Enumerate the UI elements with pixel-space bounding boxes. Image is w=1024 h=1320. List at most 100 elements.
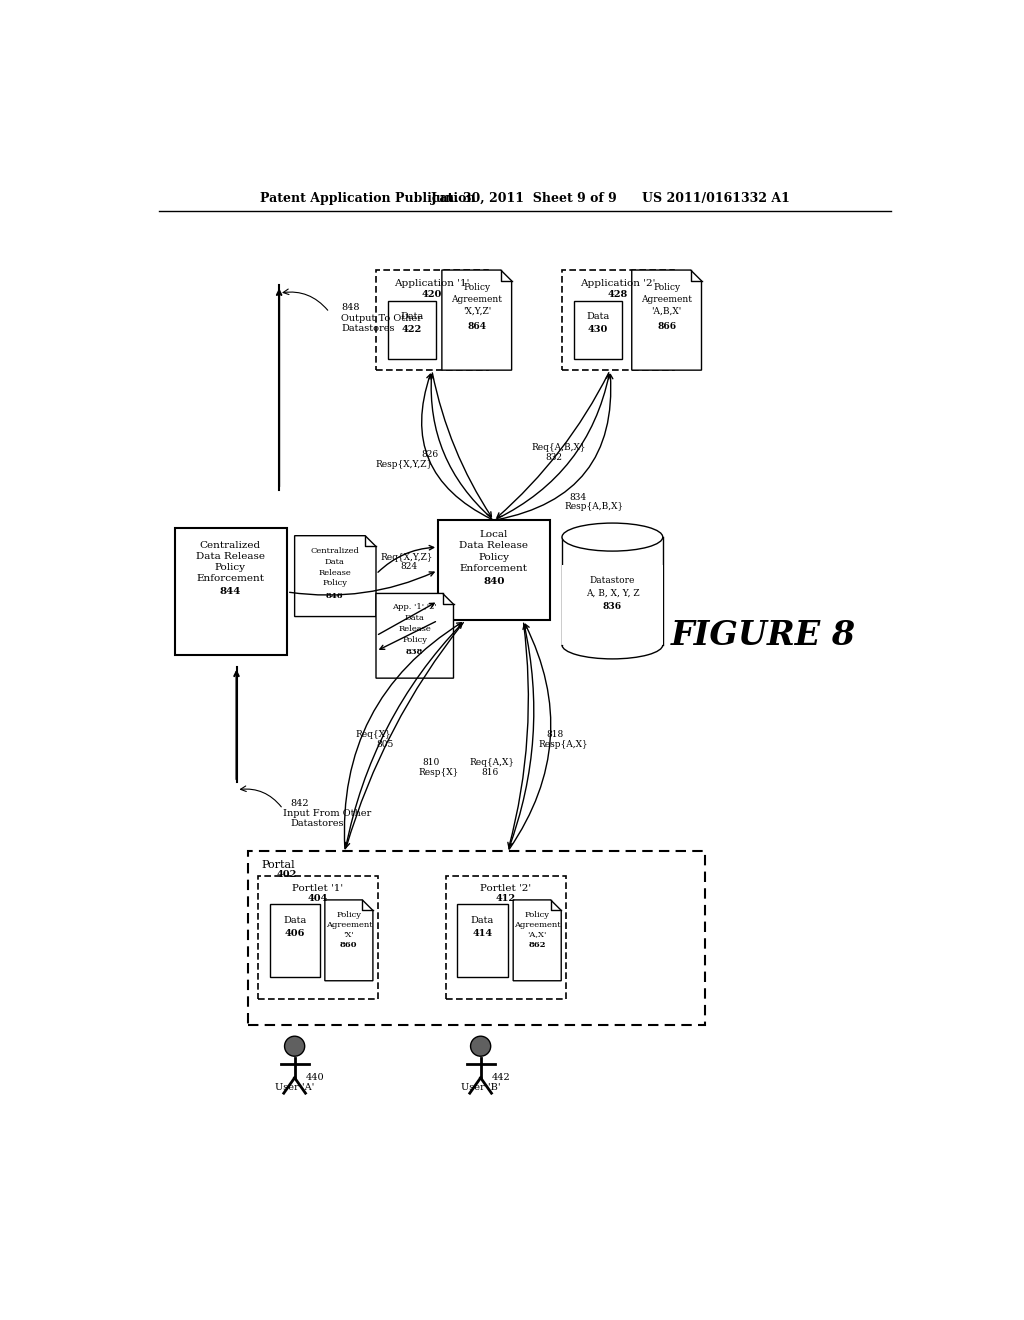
Text: Data: Data (404, 614, 425, 622)
Bar (562, 565, 663, 645)
Ellipse shape (562, 523, 663, 552)
Text: 832: 832 (545, 453, 562, 462)
Text: 430: 430 (588, 325, 608, 334)
Text: Enforcement: Enforcement (460, 565, 527, 573)
Text: 816: 816 (481, 768, 499, 777)
Text: Patent Application Publication: Patent Application Publication (260, 191, 475, 205)
Text: Agreement: Agreement (514, 920, 560, 928)
Bar (562, 271, 675, 370)
Text: Policy: Policy (463, 284, 490, 292)
Text: Portlet '2': Portlet '2' (480, 884, 531, 892)
Text: Application '2': Application '2' (581, 279, 655, 288)
Text: Resp{X,Y,Z}: Resp{X,Y,Z} (376, 459, 432, 469)
Text: 440: 440 (306, 1073, 325, 1081)
Text: 406: 406 (285, 929, 305, 939)
Text: Resp{X}: Resp{X} (419, 768, 459, 777)
Text: 838: 838 (406, 648, 424, 656)
Text: Policy: Policy (478, 553, 509, 562)
Text: Agreement: Agreement (641, 294, 692, 304)
Text: Policy: Policy (336, 911, 361, 919)
Text: Portal: Portal (261, 861, 295, 870)
Text: 818: 818 (547, 730, 564, 739)
Bar (258, 876, 378, 999)
Text: 846: 846 (326, 591, 344, 599)
Bar (388, 301, 435, 359)
Text: 834: 834 (569, 492, 587, 502)
Text: Data: Data (471, 916, 494, 925)
Bar (445, 876, 566, 999)
Text: 414: 414 (472, 929, 493, 939)
Text: 404: 404 (307, 894, 328, 903)
Text: Jun. 30, 2011  Sheet 9 of 9: Jun. 30, 2011 Sheet 9 of 9 (431, 191, 618, 205)
Polygon shape (513, 900, 561, 981)
Bar (438, 520, 550, 620)
Text: 428: 428 (607, 290, 628, 300)
Text: Local: Local (479, 529, 508, 539)
Text: 'X': 'X' (343, 931, 354, 939)
Text: Resp{A,X}: Resp{A,X} (539, 741, 589, 748)
Text: User 'B': User 'B' (461, 1084, 501, 1092)
Bar (458, 904, 508, 977)
Text: Data: Data (586, 312, 609, 321)
Text: Agreement: Agreement (452, 294, 502, 304)
Text: Data: Data (400, 312, 423, 321)
Text: Req{X,Y,Z}: Req{X,Y,Z} (381, 553, 433, 562)
Bar (270, 904, 321, 977)
Text: Centralized: Centralized (310, 546, 359, 556)
Text: Datastores: Datastores (341, 325, 394, 333)
Text: Req{A,B,X}: Req{A,B,X} (531, 442, 586, 451)
Text: 442: 442 (493, 1073, 511, 1081)
Text: Datastores: Datastores (291, 820, 344, 828)
Text: Policy: Policy (323, 579, 347, 587)
Text: 864: 864 (467, 322, 486, 331)
Text: Output To Other: Output To Other (341, 314, 422, 323)
Text: App. '1','2': App. '1','2' (392, 603, 437, 611)
Bar (376, 271, 488, 370)
Text: Data Release: Data Release (460, 541, 528, 550)
Text: 422: 422 (401, 325, 422, 334)
Text: Application '1': Application '1' (394, 279, 469, 288)
Text: US 2011/0161332 A1: US 2011/0161332 A1 (642, 191, 790, 205)
Circle shape (471, 1036, 490, 1056)
Text: 844: 844 (219, 586, 241, 595)
Polygon shape (632, 271, 701, 370)
Text: Data: Data (283, 916, 306, 925)
Text: 866: 866 (657, 322, 676, 331)
Circle shape (285, 1036, 305, 1056)
Bar (248, 851, 706, 1024)
Polygon shape (376, 594, 454, 678)
Polygon shape (442, 271, 512, 370)
Text: Policy: Policy (402, 636, 427, 644)
Text: 842: 842 (291, 799, 309, 808)
Text: Datastore: Datastore (590, 576, 635, 585)
Text: 826: 826 (421, 450, 438, 459)
Bar (174, 528, 287, 655)
Text: 805: 805 (377, 741, 394, 748)
Bar (573, 301, 622, 359)
Text: Portlet '1': Portlet '1' (292, 884, 343, 892)
Text: 412: 412 (496, 894, 515, 903)
Text: Enforcement: Enforcement (197, 574, 264, 582)
Text: Agreement: Agreement (326, 920, 372, 928)
Text: Release: Release (318, 569, 351, 577)
Text: Centralized: Centralized (200, 541, 261, 550)
Text: Req{X}: Req{X} (356, 730, 391, 739)
Text: 'X,Y,Z': 'X,Y,Z' (463, 306, 490, 315)
Text: Data Release: Data Release (196, 552, 265, 561)
Text: Policy: Policy (524, 911, 550, 919)
Polygon shape (325, 900, 373, 981)
Text: Resp{A,B,X}: Resp{A,B,X} (564, 502, 624, 511)
Polygon shape (295, 536, 376, 616)
Text: 420: 420 (422, 290, 442, 300)
Text: 810: 810 (423, 759, 439, 767)
Text: Req{A,X}: Req{A,X} (469, 759, 514, 767)
Text: 860: 860 (340, 941, 357, 949)
Text: Policy: Policy (653, 284, 680, 292)
Text: 'A,B,X': 'A,B,X' (651, 306, 682, 315)
Text: 836: 836 (603, 602, 622, 611)
Text: 824: 824 (400, 562, 417, 572)
Text: 840: 840 (483, 577, 505, 586)
Text: Policy: Policy (215, 562, 246, 572)
Text: Data: Data (325, 558, 345, 566)
Text: Input From Other: Input From Other (283, 809, 372, 818)
